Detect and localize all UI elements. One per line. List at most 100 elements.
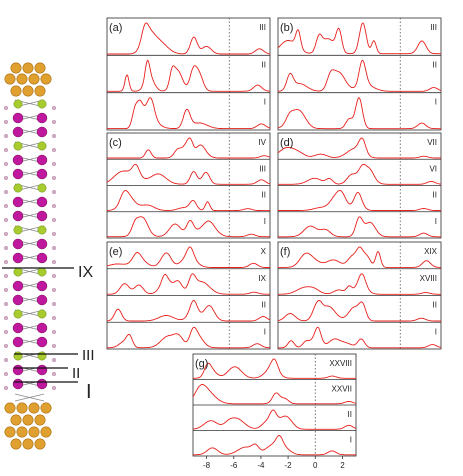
gold-atom — [16, 426, 28, 438]
magenta-atom — [36, 322, 48, 334]
side-atom — [52, 288, 57, 293]
row-label: XIX — [424, 247, 438, 256]
dos-curve — [278, 216, 441, 238]
green-atom — [37, 99, 47, 109]
gold-atom — [16, 73, 28, 85]
panel-frame — [277, 17, 442, 131]
row-label: I — [435, 217, 437, 226]
row-label: I — [350, 436, 352, 445]
green-atom — [37, 141, 47, 151]
row-label: II — [433, 191, 437, 200]
panel-id: (f) — [280, 246, 290, 258]
green-atom — [13, 309, 23, 319]
green-atom — [37, 267, 47, 277]
magenta-atom — [12, 126, 24, 138]
row-label: VII — [427, 138, 437, 147]
dos-curve — [106, 163, 271, 185]
row-label: XVIII — [420, 274, 437, 283]
row-label: I — [264, 98, 266, 107]
green-atom — [13, 267, 23, 277]
dos-curve — [192, 384, 357, 405]
dos-curve — [277, 300, 441, 322]
layer-marker-label: III — [82, 347, 95, 364]
green-atom — [37, 183, 47, 193]
side-atom — [3, 288, 8, 293]
magenta-atom — [12, 280, 24, 292]
gold-atom — [40, 73, 52, 85]
panel-id: (b) — [280, 22, 293, 34]
row-label: I — [264, 327, 266, 336]
gold-atom — [40, 402, 52, 414]
dos-curve — [277, 22, 441, 55]
x-tick-label: -2 — [285, 461, 293, 470]
dos-curve — [107, 59, 270, 92]
row-label: III — [430, 23, 437, 32]
side-atom — [52, 386, 57, 391]
row-label: II — [262, 60, 266, 69]
side-atom — [52, 175, 57, 180]
dos-curve — [107, 300, 271, 322]
gold-atom — [22, 85, 34, 97]
side-atom — [3, 274, 8, 279]
green-atom — [13, 99, 23, 109]
row-label: IV — [258, 138, 266, 147]
row-label: I — [435, 98, 437, 107]
side-atom — [3, 358, 8, 363]
x-tick-label: -4 — [257, 461, 265, 470]
side-atom — [52, 231, 57, 236]
dos-curve — [193, 358, 356, 379]
green-atom — [37, 225, 47, 235]
row-label: II — [433, 301, 437, 310]
dos-curve — [278, 190, 441, 211]
gold-atom — [4, 426, 16, 438]
side-atom — [52, 316, 57, 321]
panel-id: (c) — [109, 137, 122, 149]
side-atom — [52, 260, 57, 265]
gold-atom — [40, 426, 52, 438]
side-atom — [52, 161, 57, 166]
dos-curve — [193, 409, 357, 430]
row-label: VI — [429, 164, 437, 173]
gold-atom — [34, 85, 46, 97]
gold-atom — [4, 73, 16, 85]
gold-atom — [34, 62, 46, 74]
gold-atom — [34, 438, 46, 450]
dos-curve — [278, 246, 441, 268]
magenta-atom — [36, 336, 48, 348]
panel-id: (g) — [195, 358, 208, 370]
side-atom — [52, 217, 57, 222]
dos-curve — [107, 326, 270, 349]
green-atom — [13, 351, 23, 361]
panel-id: (a) — [109, 22, 122, 34]
magenta-atom — [36, 196, 48, 208]
dos-curve — [278, 163, 441, 185]
x-tick-label: -8 — [203, 461, 211, 470]
side-atom — [52, 274, 57, 279]
magenta-atom — [12, 168, 24, 180]
gold-atom — [34, 414, 46, 426]
magenta-atom — [12, 238, 24, 250]
side-atom — [3, 105, 8, 110]
side-atom — [3, 203, 8, 208]
layer-marker-label: II — [72, 365, 80, 382]
panel-frame — [106, 17, 271, 131]
green-atom — [13, 141, 23, 151]
row-label: I — [435, 327, 437, 336]
side-atom — [3, 119, 8, 124]
dos-curve — [278, 326, 442, 349]
magenta-atom — [12, 196, 24, 208]
gold-atom — [22, 438, 34, 450]
side-atom — [52, 372, 57, 377]
side-atom — [52, 133, 57, 138]
row-label: II — [433, 60, 437, 69]
side-atom — [3, 260, 8, 265]
magenta-atom — [12, 210, 24, 222]
magenta-atom — [36, 252, 48, 264]
side-atom — [3, 231, 8, 236]
